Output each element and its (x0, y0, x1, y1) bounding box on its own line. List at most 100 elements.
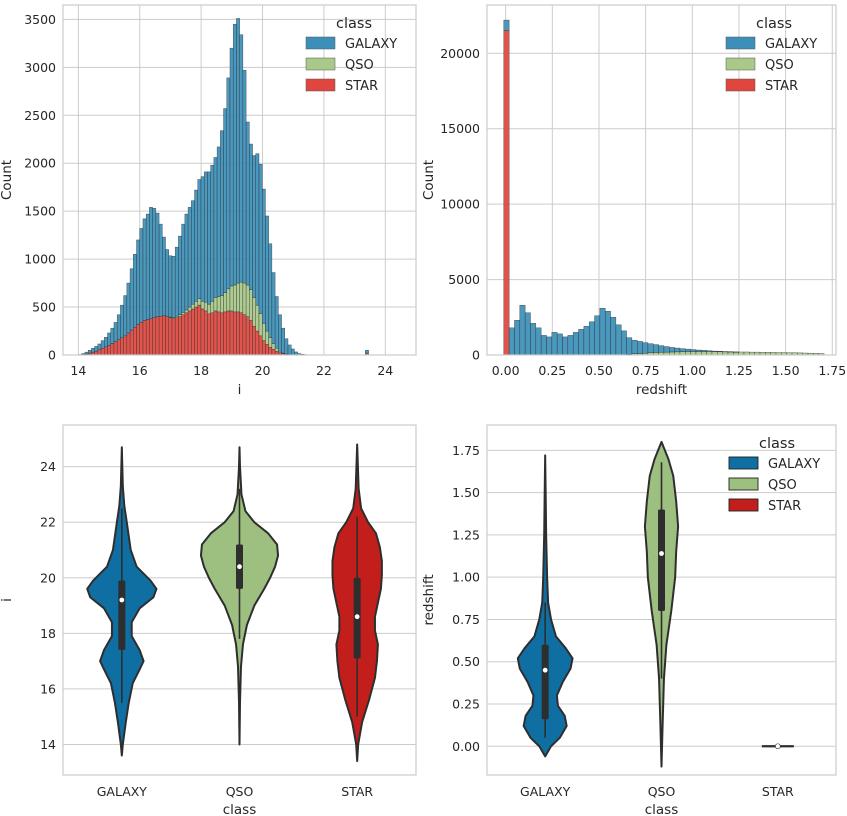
y-tick-label: 1.50 (452, 485, 480, 500)
bar-galaxy (284, 338, 289, 355)
bar-qso (200, 301, 205, 310)
bar-galaxy (663, 346, 670, 353)
bar-galaxy (530, 323, 537, 356)
bar-qso (178, 314, 182, 317)
bar-star (126, 332, 131, 356)
plot-frame (62, 424, 417, 776)
bar-galaxy (145, 213, 150, 320)
plot-frame (486, 4, 837, 356)
bar-galaxy (508, 327, 515, 356)
legend-title: class (756, 16, 792, 32)
violin-iqr-box-galaxy (118, 580, 126, 650)
bar-galaxy (653, 344, 659, 353)
bar-star (155, 316, 160, 356)
bar-galaxy (91, 348, 95, 353)
bar-galaxy (249, 143, 253, 291)
bar-galaxy (503, 19, 510, 31)
x-tick-label: 0.75 (632, 363, 660, 378)
bar-galaxy (81, 353, 86, 355)
legend-title: class (336, 16, 372, 32)
y-tick-label: 1.75 (452, 443, 480, 458)
plot-frame (486, 424, 837, 776)
bar-galaxy (133, 254, 137, 328)
legend-swatch-qso (725, 57, 756, 71)
y-tick-label: 5000 (448, 272, 480, 287)
bar-star (133, 326, 137, 356)
bar-star (226, 310, 231, 356)
legend-swatch-galaxy (725, 36, 756, 50)
bar-qso (223, 292, 227, 313)
legend-label-qso: QSO (765, 58, 794, 73)
x-tick-label: 24 (377, 363, 393, 378)
bar-galaxy (120, 304, 124, 338)
bar-galaxy (94, 346, 99, 352)
bar-star (97, 349, 102, 356)
bar-galaxy (97, 343, 102, 350)
bar-galaxy (685, 348, 691, 352)
bar-galaxy (610, 317, 617, 356)
y-axis-label: i (0, 598, 15, 602)
bar-galaxy (258, 163, 263, 314)
histogram-redshift-panel: 0 5000 10000 15000 20000 0.00 0.25 0.50 0.75 1.00… (421, 4, 846, 398)
bar-galaxy (265, 215, 269, 332)
y-tick-label: 14 (40, 737, 56, 752)
legend-swatch-galaxy (728, 456, 759, 470)
y-tick-label: 1.00 (452, 570, 480, 585)
bar-qso (194, 301, 198, 308)
bar-galaxy (271, 272, 276, 344)
bar-star (110, 343, 115, 356)
y-tick-label: 15000 (440, 121, 480, 136)
bar-galaxy (551, 332, 558, 356)
legend-swatch-star (305, 78, 336, 92)
bar-galaxy (168, 255, 173, 318)
bar-galaxy (637, 341, 643, 354)
bar-galaxy (583, 326, 590, 356)
bar-galaxy (174, 246, 179, 317)
x-tick-label: 0.50 (585, 363, 613, 378)
x-tick-label: 0.00 (492, 363, 520, 378)
x-tick-label: QSO (226, 784, 254, 799)
bar-star (220, 312, 224, 356)
bar-galaxy (255, 153, 260, 306)
x-axis-label: class (645, 802, 679, 816)
bar-galaxy (572, 332, 579, 356)
bar-qso (232, 284, 237, 313)
bar-galaxy (100, 340, 105, 349)
y-tick-label: 3500 (24, 12, 56, 27)
y-tick-label: 20000 (440, 46, 480, 61)
x-tick-label: 1.00 (678, 363, 706, 378)
bar-star (152, 317, 157, 356)
bar-galaxy (162, 236, 166, 316)
bar-galaxy (158, 223, 163, 317)
bar-galaxy (268, 243, 273, 338)
violin-median-galaxy (119, 597, 125, 603)
bar-star (191, 308, 195, 356)
bar-qso (197, 298, 202, 306)
bar-galaxy (126, 282, 131, 334)
x-tick-label: STAR (762, 784, 794, 799)
bar-star (503, 30, 510, 356)
bar-galaxy (191, 200, 195, 305)
violin-median-qso (659, 551, 664, 556)
bar-galaxy (524, 312, 531, 356)
bar-galaxy (184, 213, 189, 311)
bar-star (171, 318, 176, 356)
bar-qso (187, 306, 192, 312)
legend-swatch-galaxy (305, 36, 336, 50)
bar-galaxy (116, 314, 121, 340)
bar-star (210, 312, 215, 356)
bar-galaxy (281, 327, 286, 354)
violin-median-qso (237, 564, 242, 570)
y-tick-label: 500 (32, 300, 56, 315)
bar-galaxy (631, 339, 638, 355)
bar-galaxy (674, 347, 681, 353)
violin-i-panel: 14 16 18 20 22 24 GALAXY QSO STAR class i (0, 424, 417, 816)
bar-qso (213, 297, 218, 312)
bar-galaxy (567, 335, 574, 356)
bar-qso (216, 296, 221, 313)
bar-galaxy (139, 228, 144, 323)
bar-qso (261, 323, 266, 341)
legend-label-galaxy: GALAXY (345, 37, 397, 52)
x-axis-label: i (238, 382, 242, 398)
legend-label-galaxy: GALAXY (765, 37, 817, 52)
